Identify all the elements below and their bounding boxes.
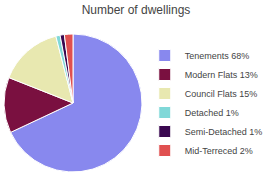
- svg-text:Number of dwellings: Number of dwellings: [82, 3, 191, 17]
- svg-text:Modern Flats 13%: Modern Flats 13%: [185, 70, 258, 80]
- svg-text:Tenements 68%: Tenements 68%: [185, 51, 250, 61]
- svg-text:Mid-Terreced 2%: Mid-Terreced 2%: [185, 146, 253, 156]
- svg-text:Semi-Detached 1%: Semi-Detached 1%: [185, 127, 263, 137]
- svg-text:Detached 1%: Detached 1%: [185, 108, 239, 118]
- svg-text:Council Flats 15%: Council Flats 15%: [185, 89, 258, 99]
